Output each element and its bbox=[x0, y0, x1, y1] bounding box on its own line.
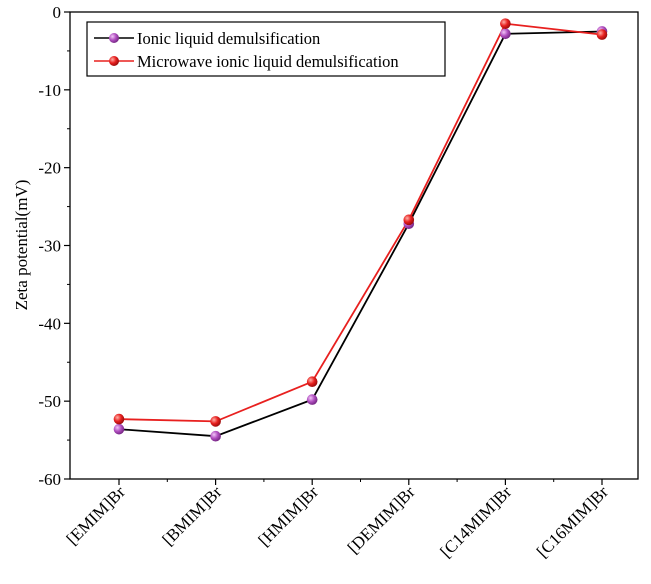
y-axis: 0 -10 -20 -30 -40 -50 -60 bbox=[38, 3, 70, 489]
x-category-label: [EMIM]Br bbox=[63, 482, 129, 548]
series-0-point bbox=[210, 430, 221, 442]
x-category-label: [C14MIM]Br bbox=[436, 482, 515, 561]
y-axis-title: Zeta potential(mV) bbox=[12, 180, 31, 311]
series-0-point bbox=[500, 28, 511, 40]
y-tick-label: -20 bbox=[38, 159, 61, 178]
series-1-point bbox=[113, 413, 125, 425]
plot-area-frame bbox=[69, 11, 639, 480]
series-1-point bbox=[403, 214, 415, 226]
x-category-label: [DEMIM]Br bbox=[344, 482, 419, 557]
x-category-label: [BMIM]Br bbox=[159, 482, 226, 549]
series-1-point bbox=[596, 29, 608, 40]
legend-marker-microwave bbox=[109, 56, 119, 66]
series-line-0 bbox=[118, 30, 603, 438]
series-0-point bbox=[113, 423, 125, 435]
series-line-1 bbox=[118, 22, 603, 423]
x-category-label: [C16MIM]Br bbox=[533, 482, 612, 561]
y-tick-label: -10 bbox=[38, 81, 61, 100]
series-1-point bbox=[500, 18, 511, 29]
series-0-point bbox=[306, 394, 318, 405]
y-tick-label: 0 bbox=[53, 3, 62, 22]
series-1-point bbox=[210, 416, 221, 427]
legend: Ionic liquid demulsification Microwave i… bbox=[86, 21, 446, 77]
legend-box bbox=[86, 21, 446, 77]
y-tick-label: -60 bbox=[38, 470, 61, 489]
y-tick-label: -30 bbox=[38, 237, 61, 256]
legend-label-ionic: Ionic liquid demulsification bbox=[137, 29, 320, 48]
series-1-point bbox=[306, 376, 318, 388]
y-tick-label: -40 bbox=[38, 314, 61, 333]
x-category-label: [HMIM]Br bbox=[254, 482, 322, 550]
x-axis: [EMIM]Br [BMIM]Br [HMIM]Br [DEMIM]Br [C14MIM… bbox=[63, 479, 612, 561]
legend-label-microwave: Microwave ionic liquid demulsification bbox=[137, 52, 399, 71]
legend-marker-ionic bbox=[109, 33, 119, 43]
series-layer bbox=[113, 18, 608, 442]
y-tick-label: -50 bbox=[38, 392, 61, 411]
